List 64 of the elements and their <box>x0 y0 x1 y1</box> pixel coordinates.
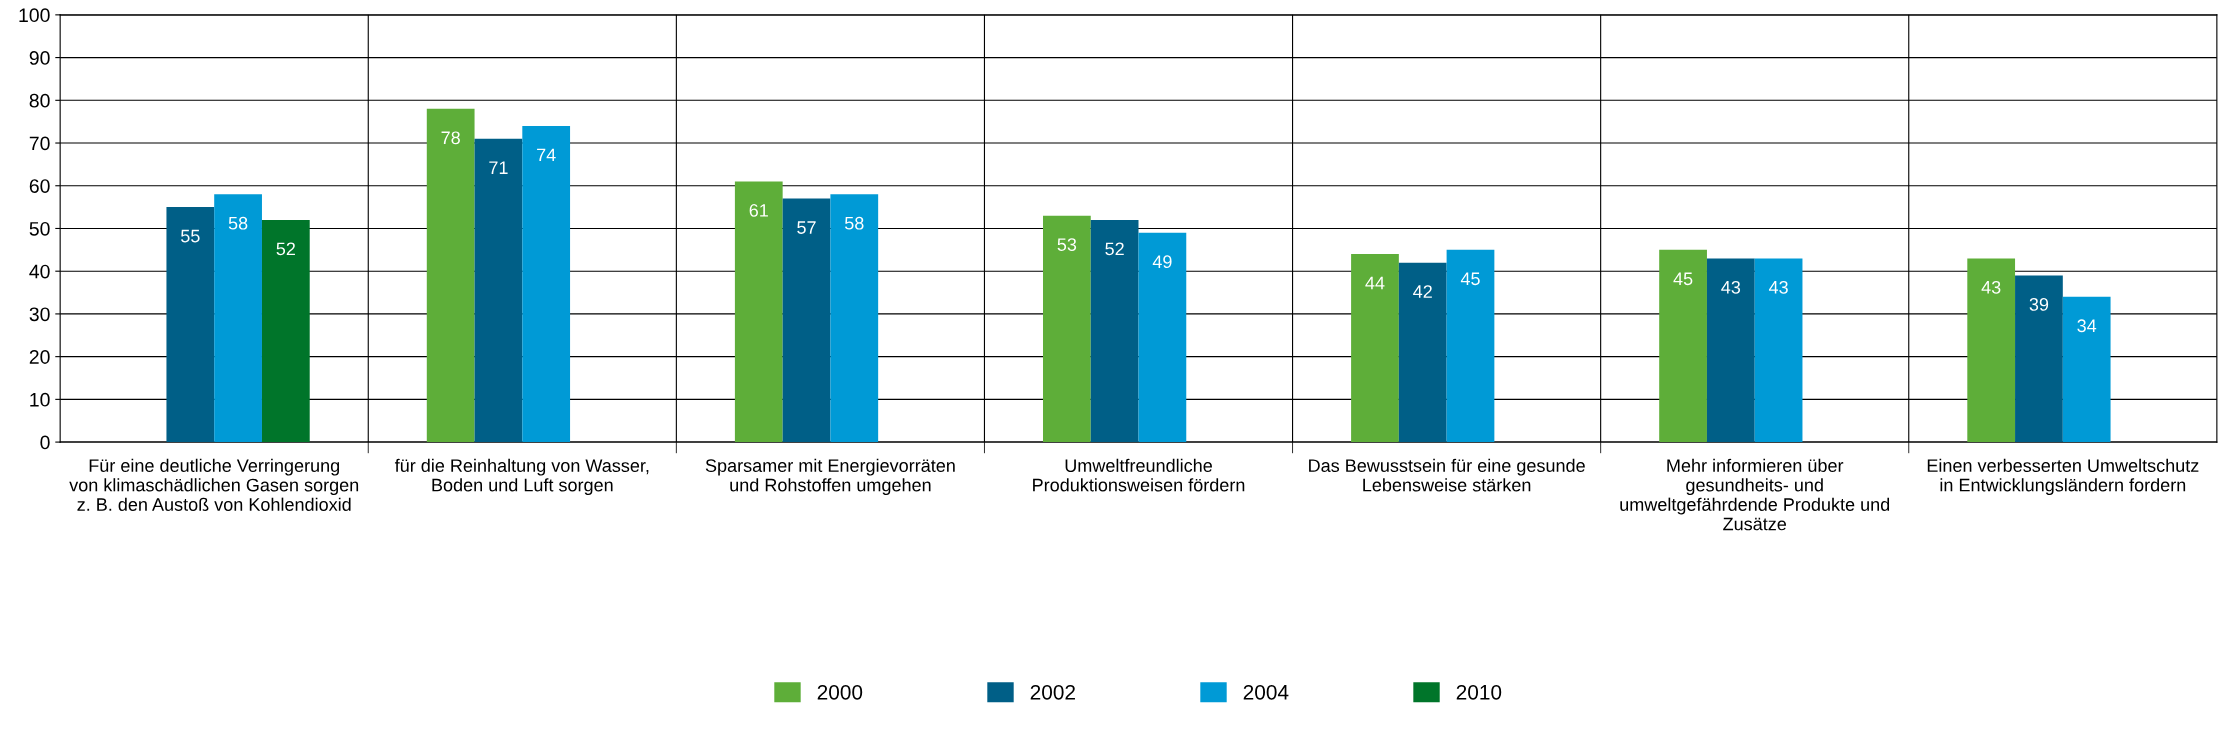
data-label: 52 <box>276 242 295 256</box>
x-tick-label: Das Bewusstsein für eine gesunde Lebensweise stärken <box>1309 458 1585 492</box>
data-label: 57 <box>797 221 816 234</box>
y-tick-label: 30 <box>29 307 50 322</box>
data-label: 39 <box>2029 298 2049 311</box>
data-label: 52 <box>1105 242 1124 256</box>
bar <box>1138 232 1187 443</box>
x-tick-label: für die Reinhaltung von Wasser, Boden und Luft sorgen <box>394 458 649 496</box>
bar <box>1754 258 1803 443</box>
bar <box>426 108 475 443</box>
bar <box>1043 215 1091 443</box>
data-label: 43 <box>1721 280 1741 294</box>
y-tick-label: 0 <box>40 435 50 450</box>
bar <box>830 194 879 443</box>
y-tick-label: 10 <box>30 392 50 407</box>
data-label: 61 <box>749 204 768 217</box>
data-label: 34 <box>2077 319 2097 333</box>
data-label: 55 <box>181 229 200 243</box>
y-tick-label: 100 <box>19 8 50 23</box>
bar <box>1659 249 1707 443</box>
data-label: 44 <box>1365 276 1385 290</box>
bar <box>166 207 215 443</box>
data-label: 58 <box>844 216 864 230</box>
bar <box>1090 219 1139 443</box>
bar <box>1398 262 1447 443</box>
data-label: 71 <box>489 161 508 174</box>
bar <box>1351 254 1399 443</box>
data-label: 43 <box>1768 280 1788 294</box>
bar <box>214 194 262 443</box>
bar <box>522 125 571 443</box>
data-label: 45 <box>1673 272 1693 286</box>
data-label: 74 <box>537 148 556 162</box>
y-tick-label: 80 <box>29 93 50 108</box>
data-label: 45 <box>1460 272 1480 286</box>
data-label: 58 <box>228 216 248 230</box>
bar <box>2062 296 2111 443</box>
bar <box>1967 258 2016 443</box>
bar <box>2015 275 2063 443</box>
bar <box>261 219 310 443</box>
legend-label: 2010 <box>1456 684 1502 700</box>
bar <box>1446 249 1495 443</box>
x-tick-label: Für eine deutliche Verringerung von klimaschädlichen Gasen sorgen z. B. den Austoß von Kohlendioxid <box>69 458 359 511</box>
data-label: 43 <box>1981 280 2001 294</box>
x-tick-label: Sparsamer mit Energievorräten und Rohstoffen umgehen <box>705 458 955 496</box>
legend-label: 2002 <box>1030 684 1075 700</box>
bar <box>734 181 783 443</box>
y-tick-label: 40 <box>29 264 50 279</box>
x-tick-label: Umweltfreundliche Produktionsweisen fördern <box>1033 458 1245 492</box>
legend-label: 2000 <box>817 684 863 700</box>
y-tick-label: 90 <box>29 51 50 65</box>
x-tick-label: Einen verbesserten Umweltschutz in Entwicklungsländern fordern <box>1927 458 2199 496</box>
data-label: 42 <box>1413 285 1432 298</box>
legend-label: 2004 <box>1243 684 1289 700</box>
y-tick-label: 70 <box>29 136 50 151</box>
bar <box>782 198 831 443</box>
bar <box>1706 258 1755 443</box>
data-label: 78 <box>441 131 460 145</box>
y-tick-label: 60 <box>29 179 50 193</box>
y-tick-label: 20 <box>29 350 50 364</box>
y-tick-label: 50 <box>29 221 50 236</box>
data-label: 49 <box>1152 255 1172 269</box>
data-label: 53 <box>1057 238 1077 251</box>
bar <box>474 138 523 443</box>
x-tick-label: Mehr informieren über gesundheits- und umweltgefährdende Produkte und Zusätze <box>1620 458 1890 531</box>
